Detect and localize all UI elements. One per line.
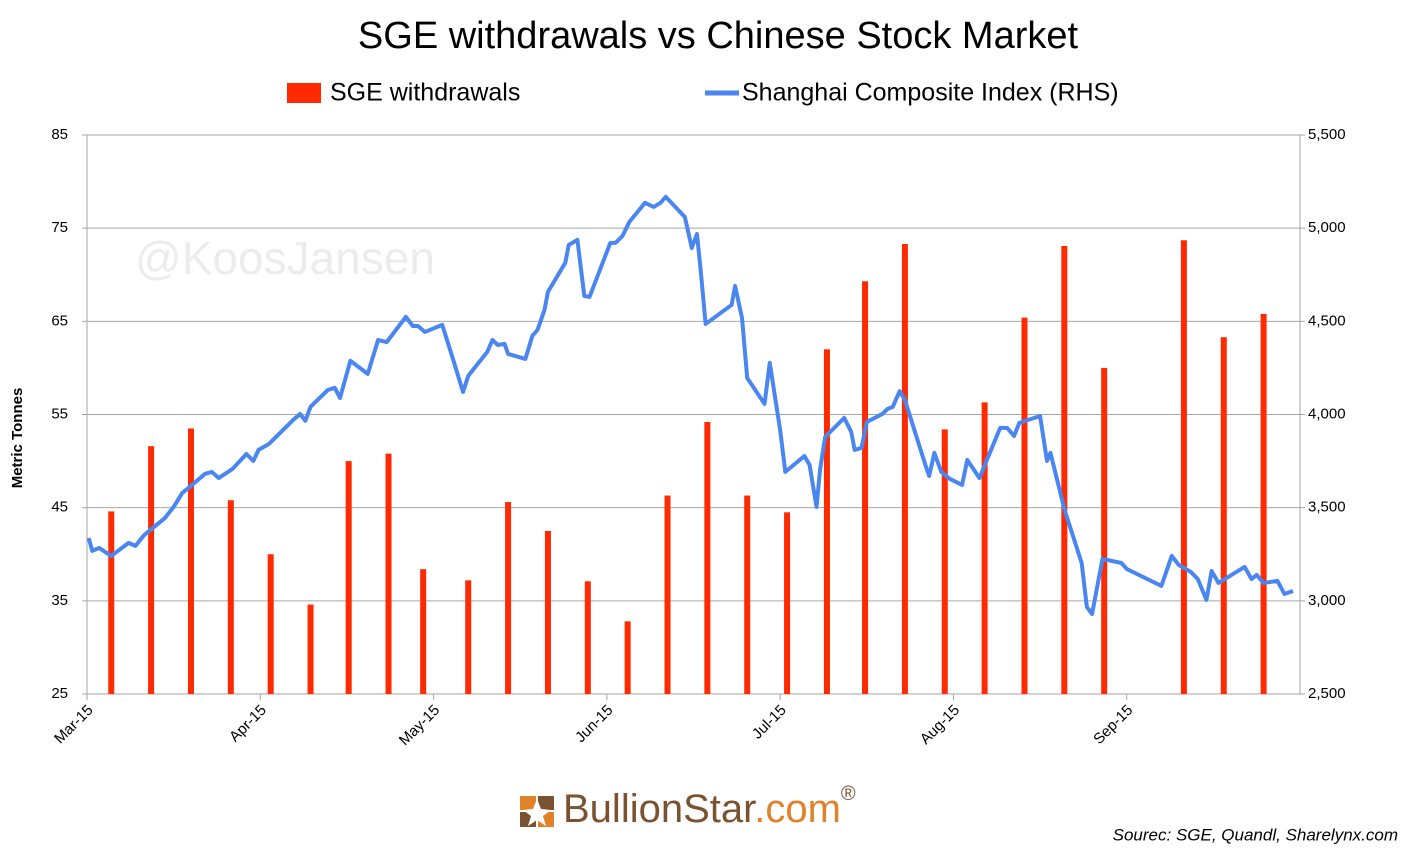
bar xyxy=(744,495,751,694)
y2-tick-label: 2,500 xyxy=(1308,685,1346,702)
y-tick-label: 85 xyxy=(51,126,68,143)
y-tick-label: 75 xyxy=(51,219,68,236)
bar xyxy=(420,569,427,694)
bar xyxy=(704,421,711,694)
x-tick-label: Jun-15 xyxy=(572,702,616,746)
bar xyxy=(584,581,591,694)
y-tick-label: 35 xyxy=(51,592,68,609)
bar xyxy=(624,621,631,694)
bar xyxy=(664,495,671,694)
legend-label: SGE withdrawals xyxy=(330,79,520,107)
watermark: @KoosJansen xyxy=(135,232,435,284)
logo-mark: ® xyxy=(841,783,856,805)
line xyxy=(86,194,1294,617)
bar xyxy=(1180,240,1187,695)
y2-tick-label: 3,500 xyxy=(1308,499,1346,516)
y2-tick-label: 4,000 xyxy=(1308,405,1346,422)
bar xyxy=(862,281,869,694)
bar xyxy=(784,512,791,694)
source-note: Sourec: SGE, Quandl, Sharelynx.com xyxy=(1113,825,1398,844)
y2-tick-label: 5,000 xyxy=(1308,219,1346,236)
bar xyxy=(108,511,115,694)
bar xyxy=(148,446,155,694)
logo-icon xyxy=(520,796,536,810)
bar xyxy=(307,604,314,694)
chart-title: SGE withdrawals vs Chinese Stock Market xyxy=(358,15,1079,57)
bar xyxy=(505,502,512,694)
logo-icon xyxy=(523,799,551,826)
bar xyxy=(1061,245,1068,694)
bar xyxy=(187,428,194,694)
bar xyxy=(385,453,392,694)
bar xyxy=(1021,317,1028,694)
legend-swatch xyxy=(287,83,321,103)
logo-domain: .com xyxy=(754,787,841,831)
y2-tick-label: 3,000 xyxy=(1308,592,1346,609)
y2-tick-label: 5,500 xyxy=(1308,126,1346,143)
x-tick-label: Apr-15 xyxy=(226,702,270,746)
bar xyxy=(941,429,948,694)
y2-tick-label: 4,500 xyxy=(1308,312,1346,329)
y-tick-label: 45 xyxy=(51,499,68,516)
logo-icon xyxy=(538,796,554,810)
y-tick-label: 55 xyxy=(51,405,68,422)
bar xyxy=(1220,337,1227,694)
y-tick-label: 65 xyxy=(51,312,68,329)
bar xyxy=(345,461,352,694)
bar xyxy=(1260,313,1267,694)
logo-name: BullionStar xyxy=(563,787,756,831)
bar xyxy=(267,554,274,694)
y-axis-label: Metric Tonnes xyxy=(9,388,26,489)
logo: BullionStar.com® xyxy=(520,783,856,831)
y-tick-label: 25 xyxy=(51,685,68,702)
bar xyxy=(465,580,472,694)
bar xyxy=(1101,367,1108,694)
x-tick-label: Aug-15 xyxy=(917,702,963,748)
x-tick-label: Mar-15 xyxy=(51,702,97,748)
bar xyxy=(981,402,988,694)
x-tick-label: Sep-15 xyxy=(1090,702,1136,748)
bar xyxy=(901,244,908,694)
bar xyxy=(823,349,830,694)
x-tick-label: May-15 xyxy=(396,702,443,749)
bar xyxy=(227,500,234,694)
legend-label: Shanghai Composite Index (RHS) xyxy=(742,79,1119,107)
x-tick-label: Jul-15 xyxy=(749,702,790,743)
logo-text: BullionStar.com® xyxy=(563,783,856,830)
bar xyxy=(544,530,551,694)
